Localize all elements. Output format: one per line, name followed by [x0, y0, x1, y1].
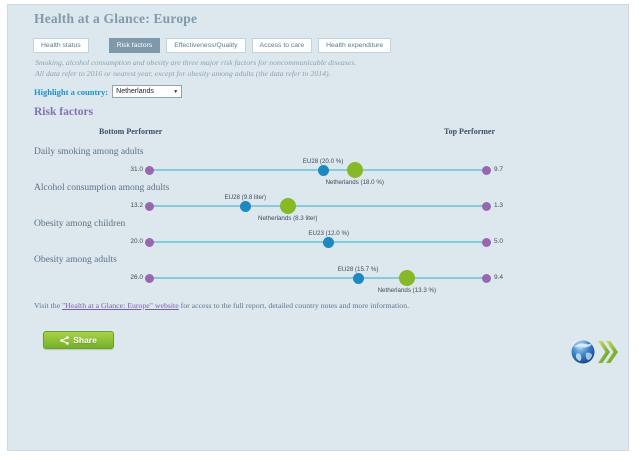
scale-line [149, 169, 486, 171]
intro-note-line2: All data refer to 2016 or nearest year, … [35, 68, 331, 78]
eu-average-dot[interactable] [352, 272, 364, 284]
category-label: Obesity among adults [34, 255, 117, 265]
eu-average-dot[interactable] [323, 236, 335, 248]
top-value-label: 9.7 [494, 166, 504, 173]
highlighted-country-dot[interactable] [346, 162, 363, 178]
risk-row: Daily smoking among adults 31.0 9.7 EU28 (2… [8, 145, 630, 186]
country-label: Netherlands (8.3 liter) [258, 215, 318, 222]
eu-average-dot[interactable] [239, 200, 251, 212]
bottom-value-label: 31.0 [130, 166, 143, 173]
scale-line [149, 205, 486, 207]
highlighted-country-dot[interactable] [398, 270, 415, 286]
bottom-performer-dot[interactable] [144, 165, 154, 175]
tab-risk-factors[interactable]: Risk factors [108, 38, 161, 53]
category-label: Daily smoking among adults [34, 147, 144, 157]
top-performer-dot[interactable] [481, 273, 491, 283]
intro-note: Smoking, alcohol consumption and obesity… [35, 58, 356, 79]
oecd-chevrons-icon [598, 341, 610, 363]
highlighted-country-dot[interactable] [279, 198, 296, 214]
top-performer-dot[interactable] [481, 237, 491, 247]
top-performer-dot[interactable] [481, 201, 491, 211]
eu-average-dot[interactable] [317, 164, 329, 176]
tab-access-to-care[interactable]: Access to care [251, 38, 313, 53]
country-label: Netherlands (13.3 %) [377, 287, 437, 294]
eu-average-label: EU28 (20.0 %) [302, 158, 344, 165]
highlight-country-row: Highlight a country: Netherlands ▼ [34, 85, 183, 98]
bottom-value-label: 20.0 [130, 238, 143, 245]
footer-note: Visit the "Health at a Glance: Europe" w… [34, 301, 409, 310]
section-title: Risk factors [34, 106, 94, 118]
top-performer-dot[interactable] [481, 165, 491, 175]
eu-average-label: EU28 (15.7 %) [337, 266, 379, 273]
eu-average-label: EU23 (12.0 %) [308, 230, 350, 237]
bottom-value-label: 26.0 [130, 274, 143, 281]
dropdown-arrow-icon: ▼ [173, 88, 179, 95]
intro-note-line1: Smoking, alcohol consumption and obesity… [35, 58, 357, 67]
highlight-country-label: Highlight a country: [34, 86, 109, 97]
page-title: Health at a Glance: Europe [34, 11, 198, 26]
category-label: Alcohol consumption among adults [34, 183, 170, 193]
share-button-label: Share [73, 335, 97, 345]
top-value-label: 5.0 [494, 238, 504, 245]
scale-line [149, 277, 486, 279]
category-label: Obesity among children [34, 219, 126, 229]
tab-bar: Health status Risk factors Effectiveness/Q… [33, 38, 392, 53]
bottom-performer-header: Bottom Performer [99, 127, 163, 136]
eu-average-label: EU28 (9.8 liter) [224, 194, 267, 201]
risk-row: Alcohol consumption among adults 13.2 1.3 E… [8, 181, 630, 222]
country-label: Netherlands (18.0 %) [325, 179, 384, 186]
top-value-label: 1.3 [494, 202, 504, 209]
top-value-label: 9.4 [494, 274, 504, 281]
risk-row: Obesity among children 20.0 5.0 EU23 (12.0 … [8, 217, 630, 253]
risk-rows: Daily smoking among adults 31.0 9.7 EU28 (2… [8, 145, 630, 294]
app-window: Health at a Glance: Europe Health status… [7, 4, 629, 451]
tab-health-status[interactable]: Health status [33, 38, 89, 53]
footer-prefix: Visit the [34, 301, 63, 310]
tab-effectiveness-quality[interactable]: Effectiveness/Quality [166, 38, 246, 53]
bottom-performer-dot[interactable] [144, 237, 154, 247]
share-button[interactable]: Share [43, 331, 114, 349]
top-performer-header: Top Performer [444, 127, 496, 136]
share-icon [60, 335, 69, 345]
oecd-globe-icon [571, 340, 618, 364]
bottom-value-label: 13.2 [130, 202, 143, 209]
tab-health-expenditure[interactable]: Health expenditure [318, 38, 392, 53]
bottom-performer-dot[interactable] [144, 201, 154, 211]
scale-line [149, 241, 486, 243]
footer-suffix: for access to the full report, detailed … [178, 301, 410, 310]
bottom-performer-dot[interactable] [144, 273, 154, 283]
risk-row: Obesity among adults 26.0 9.4 EU28 (15.7 %)… [8, 253, 630, 294]
oecd-logo [570, 336, 620, 368]
country-select-value: Netherlands [116, 88, 154, 95]
country-select[interactable]: Netherlands ▼ [112, 85, 183, 98]
report-website-link[interactable]: "Health at a Glance: Europe" website [62, 301, 179, 310]
